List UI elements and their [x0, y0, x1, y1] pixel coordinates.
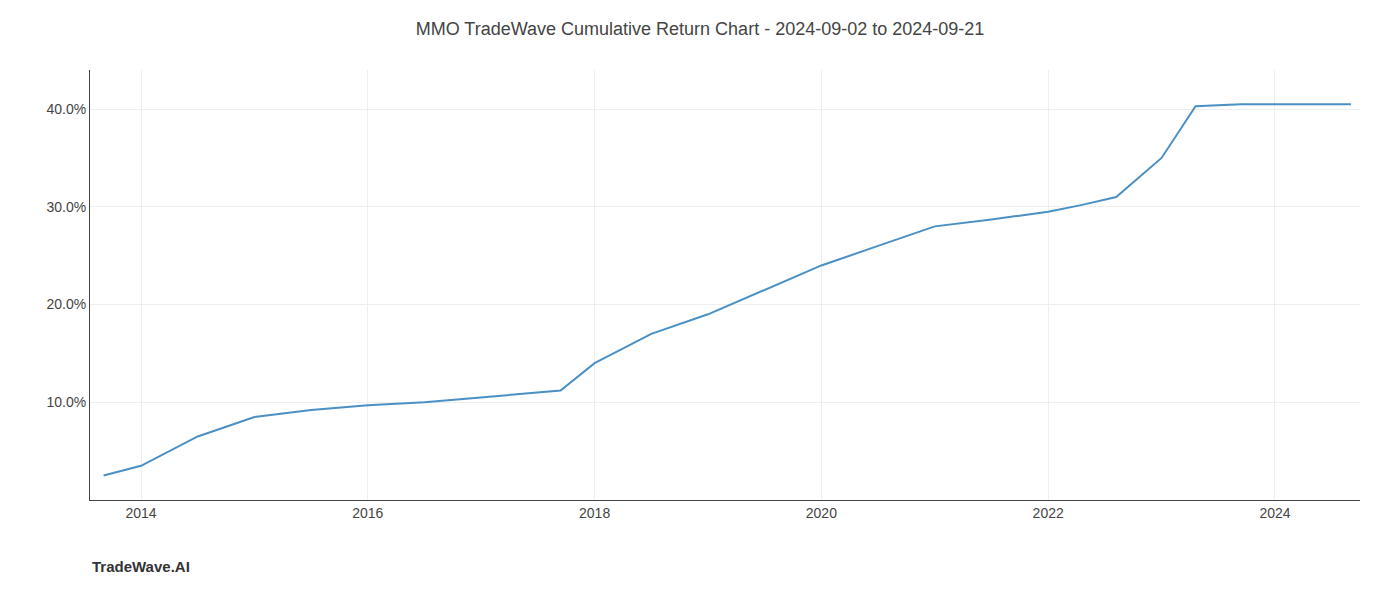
svg-text:20.0%: 20.0%	[46, 296, 86, 312]
svg-text:2024: 2024	[1259, 505, 1290, 521]
svg-text:2014: 2014	[125, 505, 156, 521]
svg-text:TradeWave.AI: TradeWave.AI	[92, 558, 190, 575]
svg-text:2022: 2022	[1033, 505, 1064, 521]
svg-text:30.0%: 30.0%	[46, 199, 86, 215]
svg-text:40.0%: 40.0%	[46, 101, 86, 117]
svg-text:10.0%: 10.0%	[46, 394, 86, 410]
svg-text:MMO TradeWave Cumulative Retur: MMO TradeWave Cumulative Return Chart - …	[416, 19, 985, 39]
svg-text:2020: 2020	[806, 505, 837, 521]
svg-text:2016: 2016	[352, 505, 383, 521]
svg-text:2018: 2018	[579, 505, 610, 521]
